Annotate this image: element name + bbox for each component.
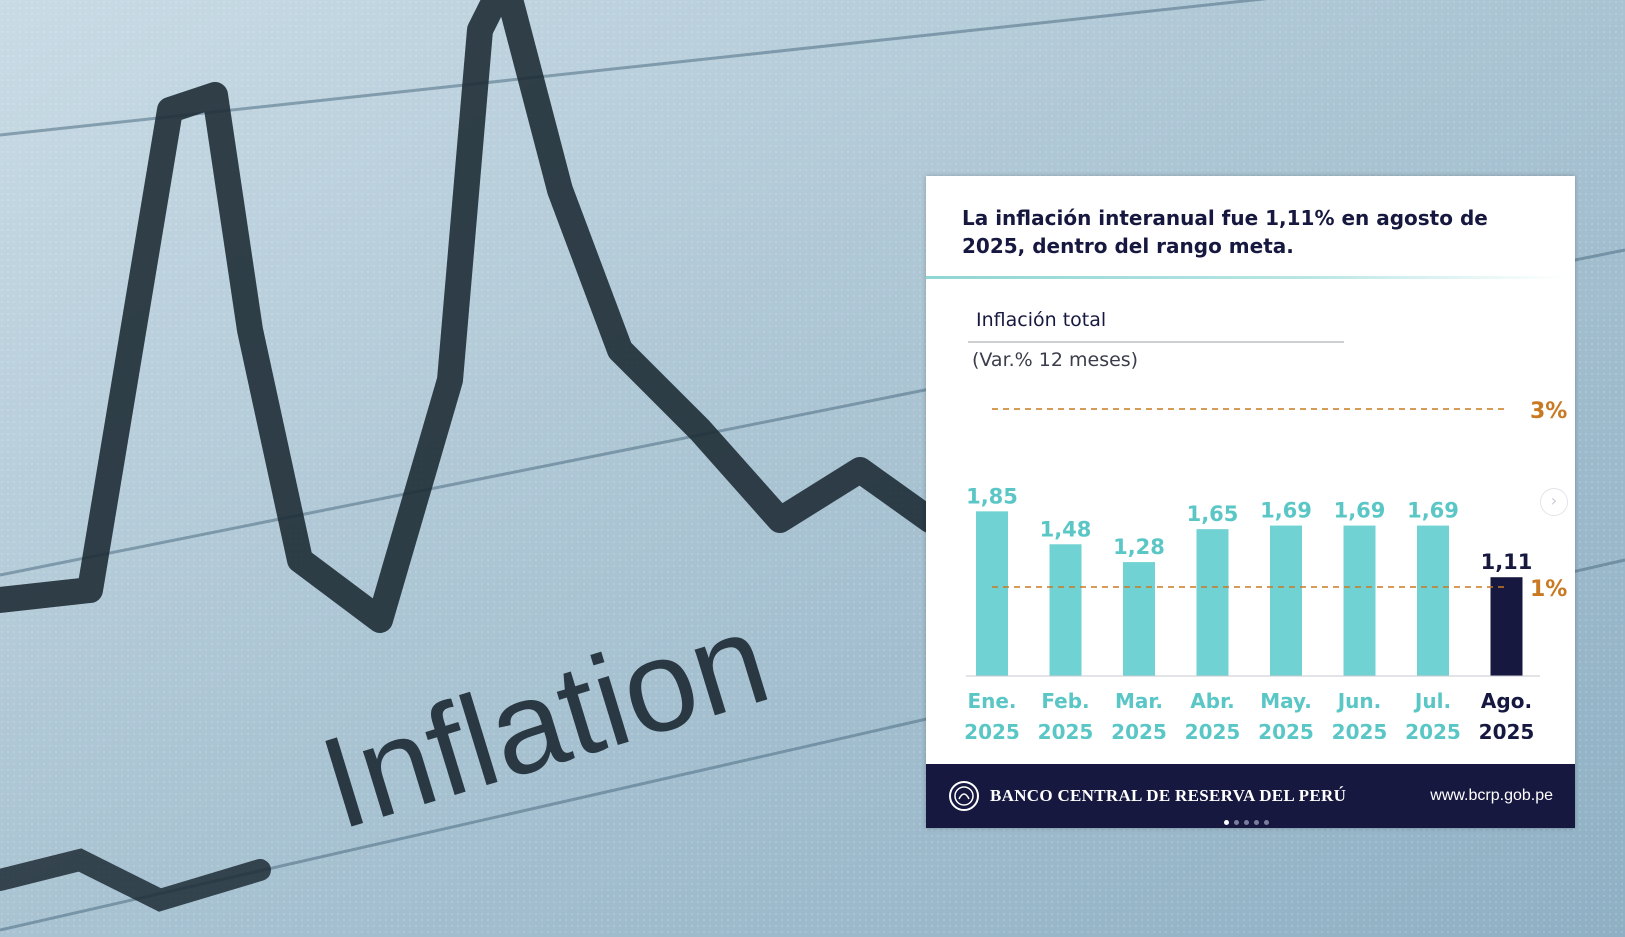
x-tick-month: May. bbox=[1260, 689, 1312, 713]
x-tick-year: 2025 bbox=[1332, 720, 1388, 739]
bar-value-label: 1,28 bbox=[1113, 535, 1165, 559]
x-tick-year: 2025 bbox=[1405, 720, 1461, 739]
x-tick-month: Mar. bbox=[1115, 689, 1163, 713]
bar-value-label: 1,69 bbox=[1260, 499, 1312, 523]
photo-plot-line bbox=[0, 0, 943, 633]
pagination-dot[interactable] bbox=[1254, 820, 1259, 825]
bar-value-label: 1,48 bbox=[1040, 517, 1092, 541]
reference-line-label: 3% bbox=[1530, 399, 1567, 424]
x-tick-month: Jun. bbox=[1336, 689, 1382, 713]
inflation-bar-chart: Inflación total (Var.% 12 meses) 3% 1% 1,8… bbox=[964, 309, 1567, 739]
bar bbox=[1049, 544, 1082, 676]
pagination-dot[interactable] bbox=[1234, 820, 1239, 825]
x-tick-year: 2025 bbox=[1258, 720, 1314, 739]
x-tick-year: 2025 bbox=[1111, 720, 1167, 739]
x-tick-month: Ago. bbox=[1481, 689, 1532, 713]
bar bbox=[1196, 529, 1229, 676]
pagination-dot[interactable] bbox=[1244, 820, 1249, 825]
photo-plot-line-lower bbox=[0, 848, 271, 912]
chevron-right-icon: › bbox=[1550, 491, 1558, 510]
x-tick-year: 2025 bbox=[964, 720, 1020, 739]
website-link[interactable]: www.bcrp.gob.pe bbox=[1430, 787, 1553, 804]
bar bbox=[1270, 525, 1302, 676]
x-tick-year: 2025 bbox=[1479, 720, 1535, 739]
headline-divider bbox=[926, 276, 1566, 279]
x-tick-year: 2025 bbox=[1185, 720, 1241, 739]
x-tick-month: Abr. bbox=[1190, 689, 1234, 713]
pagination-dot[interactable] bbox=[1264, 820, 1269, 825]
chart-title: Inflación total bbox=[976, 309, 1106, 331]
bcrp-seal-icon bbox=[949, 781, 979, 811]
reference-line-label: 1% bbox=[1530, 577, 1567, 602]
bar-value-label: 1,69 bbox=[1407, 499, 1459, 523]
bar-value-label: 1,85 bbox=[966, 484, 1018, 508]
bar bbox=[1417, 525, 1449, 676]
chart-subtitle: (Var.% 12 meses) bbox=[972, 349, 1138, 371]
x-tick-month: Feb. bbox=[1041, 689, 1089, 713]
bar bbox=[976, 511, 1008, 676]
bank-name: BANCO CENTRAL DE RESERVA DEL PERÚ bbox=[990, 786, 1347, 805]
bar-value-label: 1,69 bbox=[1334, 499, 1386, 523]
bar-value-label: 1,11 bbox=[1481, 550, 1533, 574]
card-footer: BANCO CENTRAL DE RESERVA DEL PERÚ www.bc… bbox=[926, 764, 1575, 828]
bar-value-label: 1,65 bbox=[1187, 502, 1239, 526]
bar bbox=[1343, 525, 1376, 676]
next-slide-button[interactable]: › bbox=[1540, 488, 1568, 516]
pagination-dots bbox=[1224, 812, 1274, 825]
pagination-dot[interactable] bbox=[1224, 820, 1229, 825]
bar bbox=[1123, 562, 1155, 676]
x-tick-month: Jul. bbox=[1413, 689, 1451, 713]
bar bbox=[1490, 577, 1523, 676]
x-tick-year: 2025 bbox=[1038, 720, 1094, 739]
card-headline: La inflación interanual fue 1,11% en ago… bbox=[962, 206, 1488, 258]
x-tick-month: Ene. bbox=[967, 689, 1016, 713]
infographic-card: La inflación interanual fue 1,11% en ago… bbox=[926, 176, 1575, 828]
